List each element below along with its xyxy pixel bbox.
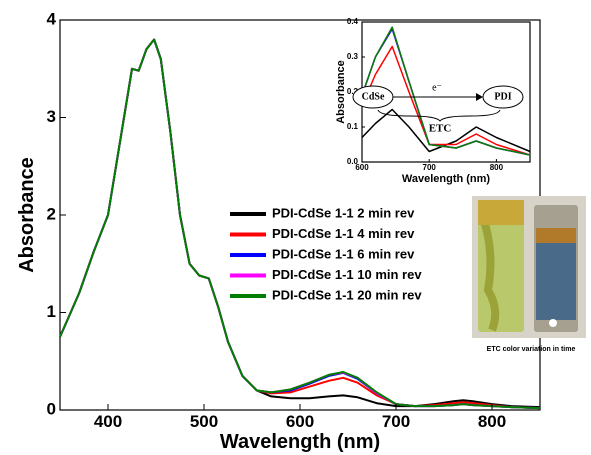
y-tick-label: 0.4	[347, 17, 359, 26]
legend-label: PDI-CdSe 1-1 6 min rev	[272, 246, 415, 261]
diagram-label: ETC	[429, 123, 452, 135]
series-line	[59, 38, 541, 410]
x-tick-label: 800	[490, 163, 504, 172]
vial-swirl	[478, 213, 500, 332]
photo-caption: ETC color variation in time	[487, 346, 576, 353]
y-tick-label: 4	[47, 9, 57, 28]
diagram-label: PDI	[494, 91, 511, 102]
x-tick-label: 600	[286, 412, 314, 431]
vial-cap-left	[478, 200, 524, 225]
y-tick-label: 3	[47, 107, 56, 126]
vial-dot	[549, 319, 557, 327]
y-axis-label: Absorbance	[16, 157, 38, 273]
x-tick-label: 700	[423, 163, 437, 172]
x-axis-label: Wavelength (nm)	[220, 431, 380, 453]
series-line	[361, 108, 531, 153]
x-tick-label: 600	[355, 163, 369, 172]
x-tick-label: 700	[382, 412, 410, 431]
diagram-brace	[377, 109, 501, 122]
photo: ETC color variation in time	[472, 196, 586, 353]
legend-label: PDI-CdSe 1-1 10 min rev	[272, 267, 422, 282]
legend-label: PDI-CdSe 1-1 20 min rev	[272, 287, 422, 302]
x-tick-label: 400	[94, 412, 122, 431]
diagram-arrowhead	[476, 93, 483, 101]
diagram-label: e⁻	[432, 82, 442, 93]
legend-label: PDI-CdSe 1-1 4 min rev	[272, 226, 415, 241]
y-tick-label: 1	[47, 302, 56, 321]
vial-layer-right	[536, 228, 576, 243]
y-tick-label: 0.0	[347, 157, 359, 166]
y-axis-label: Absorbance	[335, 60, 347, 124]
series-line	[361, 26, 531, 156]
vial-liquid-right	[536, 240, 576, 320]
x-tick-label: 800	[478, 412, 506, 431]
y-tick-label: 0.3	[347, 52, 359, 61]
y-tick-label: 0.2	[347, 87, 359, 96]
x-axis-label: Wavelength (nm)	[402, 173, 491, 185]
diagram-label: CdSe	[362, 91, 385, 102]
y-tick-label: 0.1	[347, 122, 359, 131]
legend-label: PDI-CdSe 1-1 2 min rev	[272, 205, 415, 220]
y-tick-label: 0	[47, 399, 56, 418]
y-tick-label: 2	[47, 204, 56, 223]
x-tick-label: 500	[190, 412, 218, 431]
plot: 600 700 800 0.0 0.1 0.2 0.3 0.4 Wavelength (nm) A…	[335, 17, 531, 185]
